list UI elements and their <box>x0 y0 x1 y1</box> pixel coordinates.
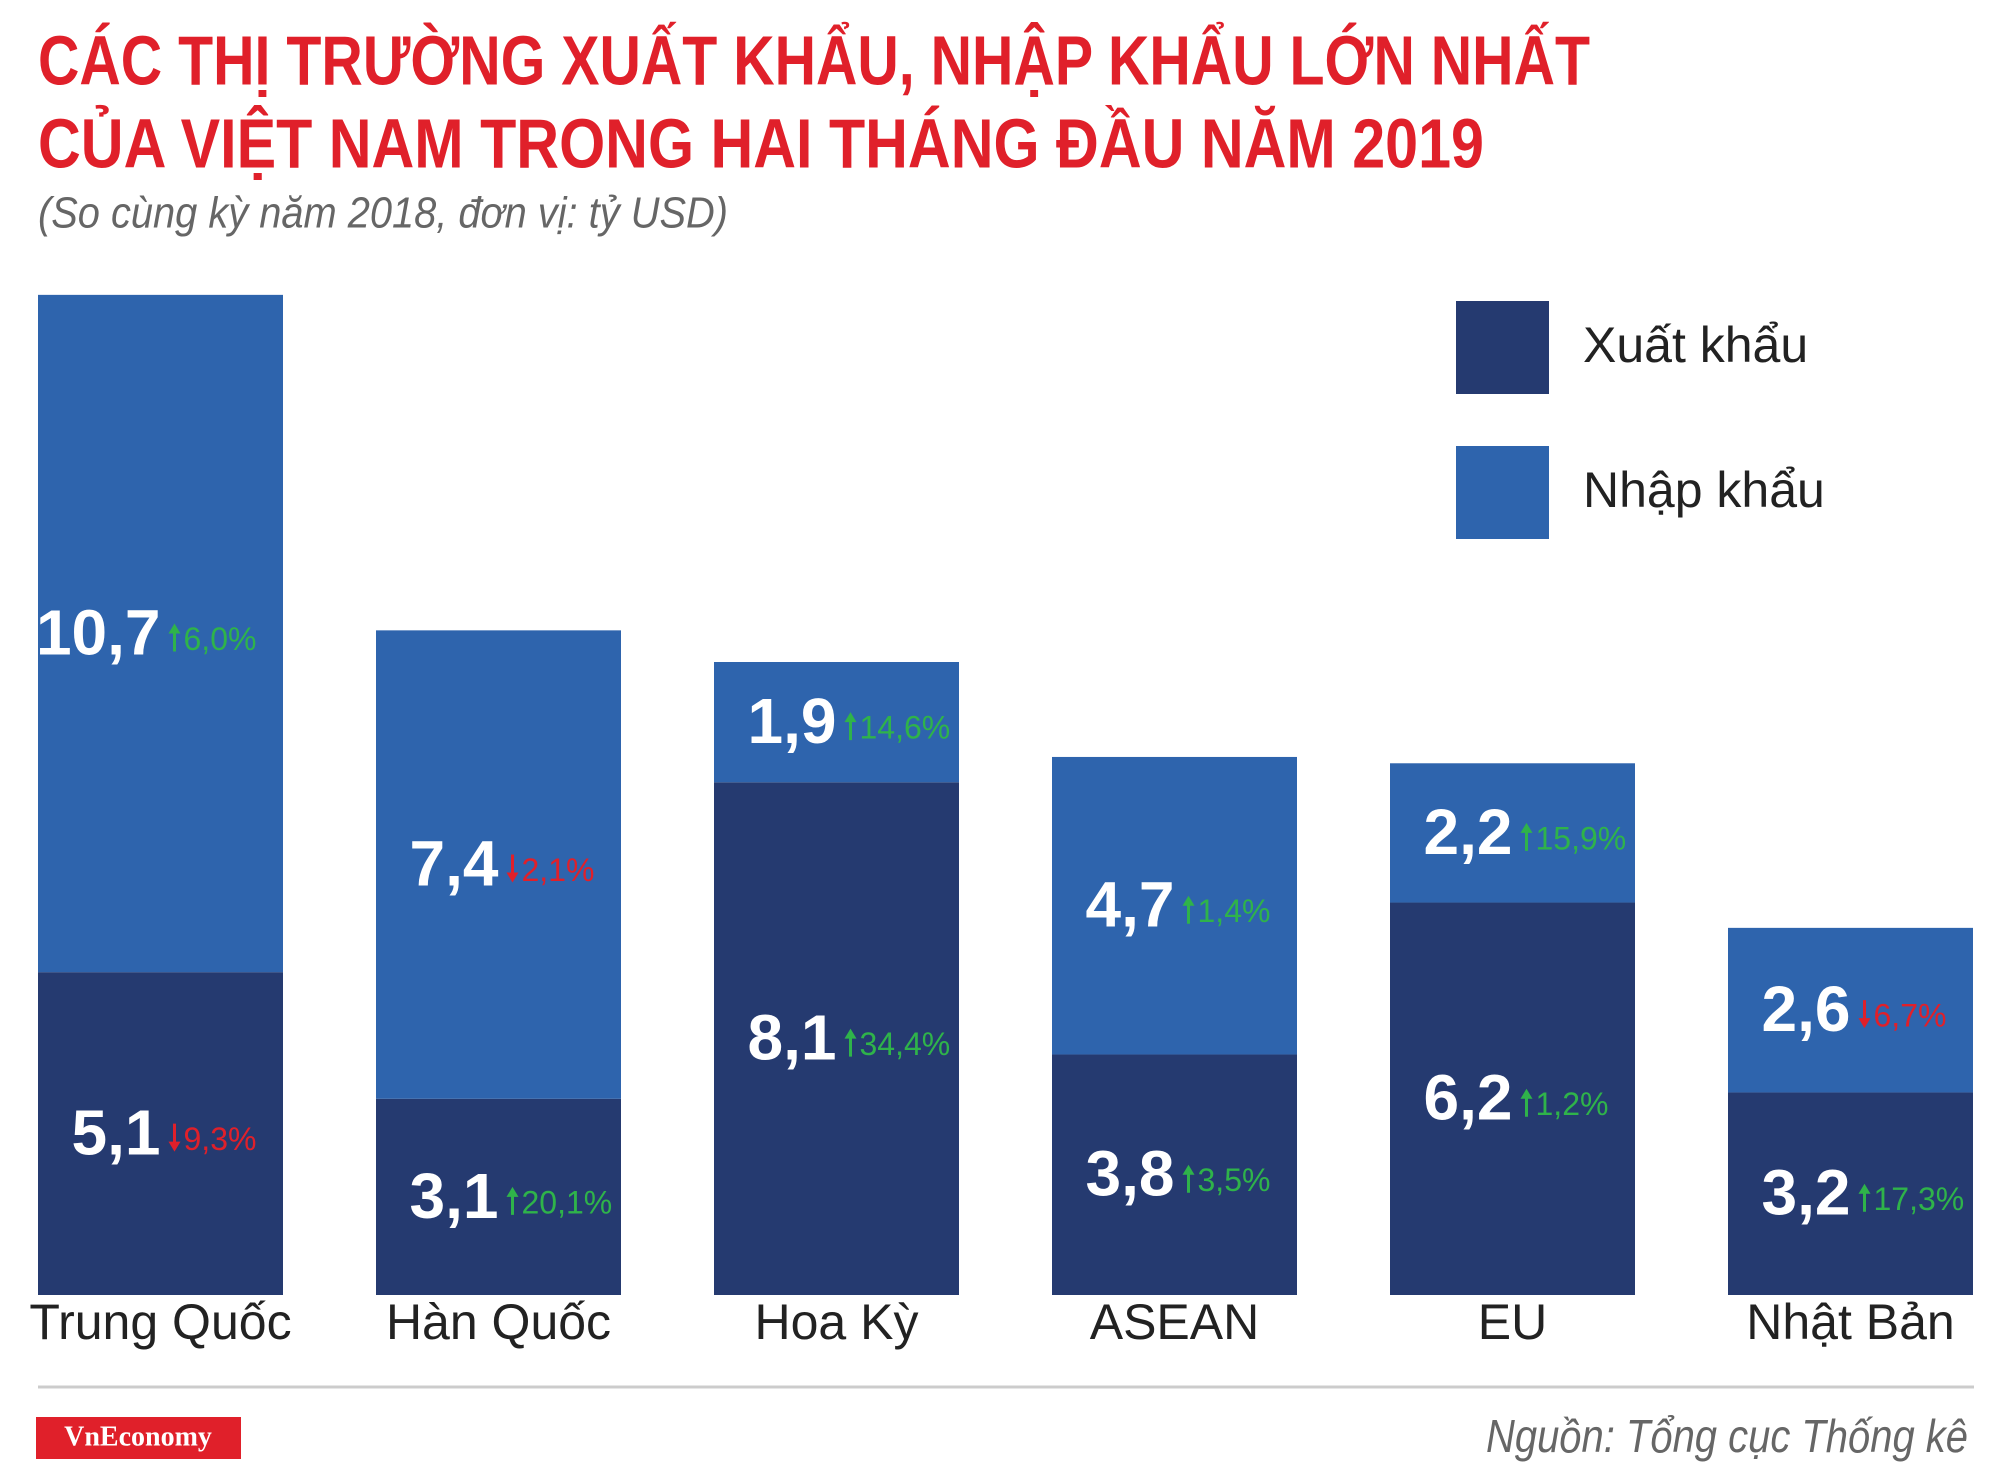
change-arrow <box>844 1028 857 1057</box>
logo: VnEconomy <box>64 1421 212 1452</box>
value-label: 3,1 <box>410 1160 499 1232</box>
change-arrow <box>844 712 857 741</box>
chart-subtitle: (So cùng kỳ năm 2018, đơn vị: tỷ USD) <box>38 189 728 238</box>
value-label: 3,2 <box>1762 1157 1851 1229</box>
change-arrow <box>506 1186 519 1215</box>
change-arrow <box>1182 1164 1195 1193</box>
legend-swatch <box>1456 446 1549 539</box>
value-label: 7,4 <box>410 827 499 899</box>
legend-label: Xuất khẩu <box>1583 317 1808 373</box>
legend-swatch <box>1456 301 1549 394</box>
value-label: 6,2 <box>1424 1062 1513 1134</box>
bar-segment <box>1728 927 1973 1093</box>
change-arrow <box>1858 1000 1871 1029</box>
change-arrow <box>1520 822 1533 851</box>
logo-box <box>36 1417 241 1459</box>
source: Nguồn: Tổng cục Thống kê <box>1486 1410 1968 1462</box>
change-label: 9,3% <box>184 1121 257 1157</box>
change-arrow <box>1520 1088 1533 1117</box>
change-arrow <box>506 854 519 883</box>
legend-label: Nhập khẩu <box>1583 462 1825 518</box>
bar-segment <box>1728 1092 1973 1295</box>
change-arrow <box>1182 895 1195 924</box>
x-tick-label: Hàn Quốc <box>386 1294 611 1350</box>
change-label: 2,1% <box>522 852 595 888</box>
value-label: 2,6 <box>1762 973 1851 1045</box>
change-arrow <box>168 1123 181 1152</box>
bar-segment <box>714 662 959 783</box>
value-label: 2,2 <box>1424 796 1513 868</box>
chart-title: CÁC THỊ TRƯỜNG XUẤT KHẨU, NHẬP KHẨU LỚN … <box>38 20 1590 99</box>
x-tick-label: Nhật Bản <box>1746 1294 1954 1350</box>
value-label: 5,1 <box>72 1096 161 1168</box>
bar-segment <box>1052 1054 1297 1295</box>
bar-segment <box>714 782 959 1295</box>
change-label: 34,4% <box>860 1026 951 1062</box>
bar-segment <box>1390 763 1635 903</box>
bar-segment <box>376 630 621 1099</box>
x-tick-label: Trung Quốc <box>29 1294 291 1350</box>
value-label: 10,7 <box>36 596 161 668</box>
change-label: 1,4% <box>1198 893 1271 929</box>
x-tick-label: EU <box>1478 1294 1547 1350</box>
value-label: 1,9 <box>748 685 837 757</box>
chart-title: CỦA VIỆT NAM TRONG HAI THÁNG ĐẦU NĂM 201… <box>38 103 1484 182</box>
bar-segment <box>38 972 283 1295</box>
bar-segment <box>1390 902 1635 1295</box>
change-label: 6,0% <box>184 621 257 657</box>
change-label: 14,6% <box>860 710 951 746</box>
change-label: 3,5% <box>1198 1162 1271 1198</box>
change-arrow <box>168 623 181 652</box>
change-arrow <box>1858 1183 1871 1212</box>
x-tick-label: Hoa Kỳ <box>755 1294 919 1350</box>
value-label: 4,7 <box>1086 869 1175 941</box>
change-label: 20,1% <box>522 1184 613 1220</box>
value-label: 8,1 <box>748 1002 837 1074</box>
change-label: 1,2% <box>1536 1086 1609 1122</box>
change-label: 6,7% <box>1874 998 1947 1034</box>
value-label: 3,8 <box>1086 1138 1175 1210</box>
bar-segment <box>376 1098 621 1295</box>
change-label: 17,3% <box>1874 1181 1965 1217</box>
change-label: 15,9% <box>1536 820 1627 856</box>
bar-segment <box>1052 756 1297 1055</box>
bar-segment <box>38 294 283 973</box>
x-tick-label: ASEAN <box>1090 1294 1260 1350</box>
